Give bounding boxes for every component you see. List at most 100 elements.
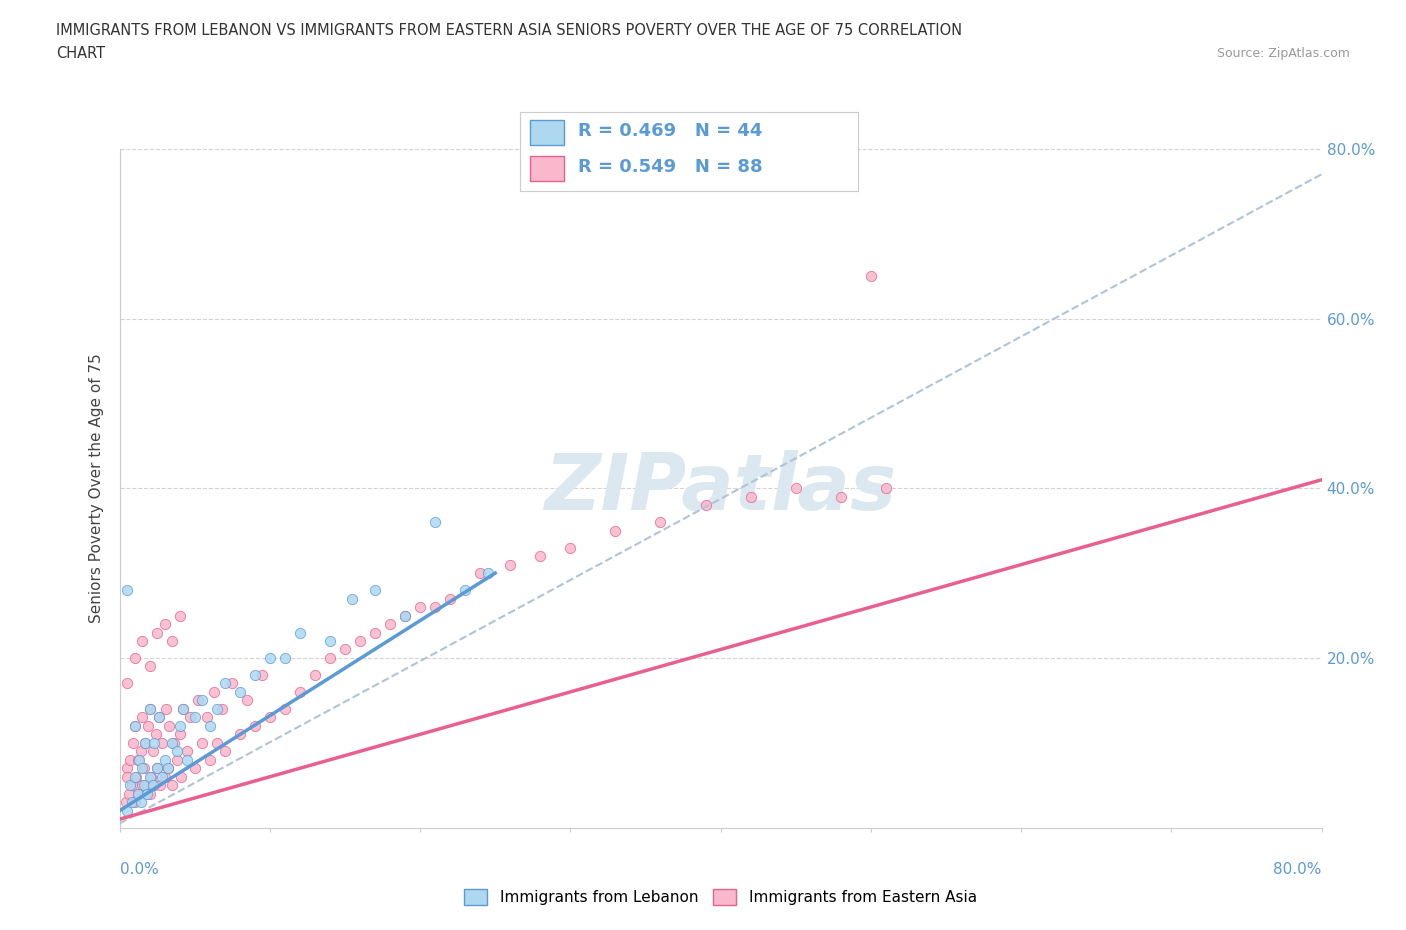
- FancyBboxPatch shape: [530, 120, 564, 145]
- Point: [129, 744, 152, 759]
- Point: [153, 617, 176, 631]
- Point: [118, 752, 141, 767]
- Point: [156, 761, 179, 776]
- Point: [127, 752, 149, 767]
- Point: [236, 693, 259, 708]
- Point: [176, 752, 198, 767]
- Point: [138, 701, 160, 716]
- Point: [146, 761, 169, 776]
- Point: [214, 744, 236, 759]
- Point: [146, 761, 169, 776]
- Point: [143, 736, 166, 751]
- Point: [114, 795, 136, 810]
- Point: [274, 701, 297, 716]
- Point: [138, 659, 160, 674]
- Point: [560, 540, 582, 555]
- Text: ZIPatlas: ZIPatlas: [544, 450, 897, 526]
- Point: [138, 787, 160, 802]
- Point: [695, 498, 717, 512]
- Point: [423, 515, 446, 530]
- Point: [394, 608, 416, 623]
- Point: [127, 787, 149, 802]
- Point: [129, 795, 152, 810]
- Point: [468, 565, 492, 580]
- Point: [319, 651, 342, 666]
- Point: [274, 651, 297, 666]
- Point: [187, 693, 209, 708]
- Point: [160, 777, 183, 792]
- Point: [115, 761, 138, 776]
- Point: [176, 744, 198, 759]
- Point: [423, 600, 446, 615]
- Text: R = 0.469   N = 44: R = 0.469 N = 44: [578, 122, 762, 140]
- Point: [124, 719, 146, 734]
- Point: [131, 761, 153, 776]
- Point: [150, 736, 173, 751]
- Point: [198, 752, 221, 767]
- Point: [118, 777, 141, 792]
- Point: [378, 617, 401, 631]
- Point: [211, 701, 233, 716]
- Text: CHART: CHART: [56, 46, 105, 61]
- Point: [228, 684, 252, 699]
- Point: [128, 787, 150, 802]
- Text: 0.0%: 0.0%: [120, 861, 159, 877]
- Point: [214, 676, 236, 691]
- Text: R = 0.549   N = 88: R = 0.549 N = 88: [578, 158, 762, 176]
- Point: [169, 608, 191, 623]
- Point: [143, 777, 166, 792]
- Point: [169, 719, 191, 734]
- Point: [142, 777, 165, 792]
- Point: [124, 719, 146, 734]
- Point: [134, 736, 156, 751]
- Text: 80.0%: 80.0%: [1274, 861, 1322, 877]
- Point: [115, 804, 138, 818]
- Point: [179, 710, 201, 724]
- Point: [128, 752, 150, 767]
- Point: [124, 769, 146, 784]
- Point: [153, 752, 176, 767]
- Point: [259, 710, 281, 724]
- Point: [132, 761, 155, 776]
- Point: [252, 668, 274, 683]
- Point: [349, 633, 371, 648]
- Point: [183, 761, 205, 776]
- Text: IMMIGRANTS FROM LEBANON VS IMMIGRANTS FROM EASTERN ASIA SENIORS POVERTY OVER THE: IMMIGRANTS FROM LEBANON VS IMMIGRANTS FR…: [56, 23, 962, 38]
- Point: [740, 489, 762, 504]
- Point: [202, 684, 225, 699]
- Point: [153, 769, 176, 784]
- Point: [205, 701, 228, 716]
- Point: [304, 668, 326, 683]
- Point: [149, 777, 172, 792]
- Point: [135, 787, 157, 802]
- Point: [115, 769, 138, 784]
- Point: [288, 684, 311, 699]
- Point: [319, 633, 342, 648]
- Point: [288, 625, 311, 640]
- Point: [156, 761, 179, 776]
- Point: [121, 777, 143, 792]
- Point: [439, 591, 461, 606]
- Point: [477, 565, 499, 580]
- Point: [364, 582, 387, 598]
- Point: [145, 727, 167, 742]
- Point: [859, 269, 882, 284]
- Point: [169, 727, 191, 742]
- Point: [205, 736, 228, 751]
- Point: [121, 795, 143, 810]
- Point: [157, 719, 180, 734]
- Point: [409, 600, 432, 615]
- Point: [529, 549, 551, 564]
- Point: [131, 633, 153, 648]
- Point: [183, 710, 205, 724]
- Point: [342, 591, 364, 606]
- Point: [243, 719, 266, 734]
- Point: [166, 744, 188, 759]
- Point: [830, 489, 852, 504]
- Point: [150, 769, 173, 784]
- Point: [191, 736, 214, 751]
- Point: [115, 676, 138, 691]
- Point: [454, 582, 477, 598]
- Point: [650, 515, 672, 530]
- Point: [166, 752, 188, 767]
